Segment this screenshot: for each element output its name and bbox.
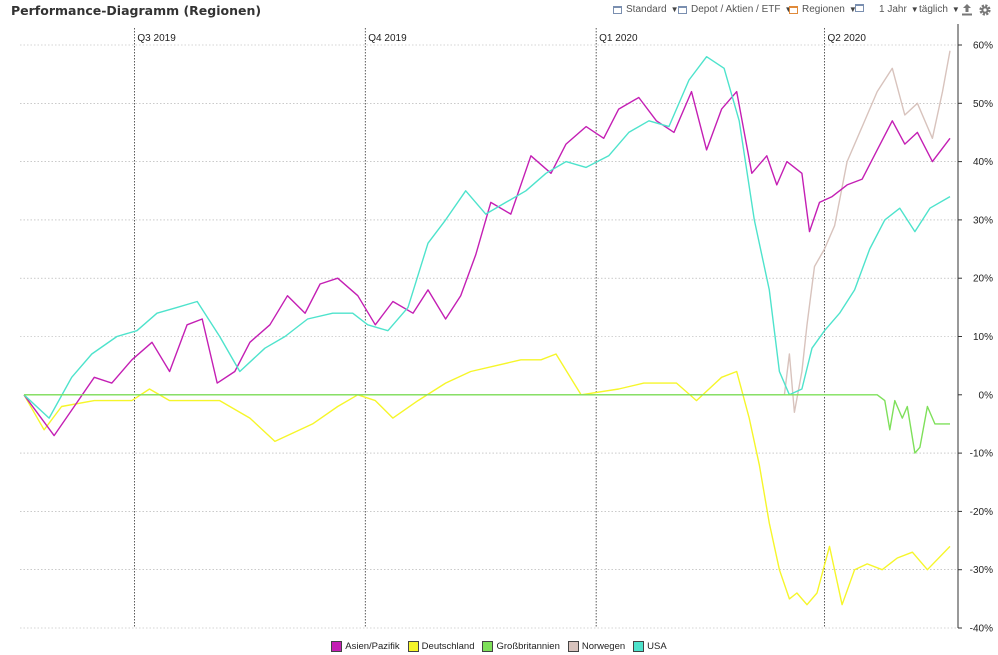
legend-item[interactable]: USA (633, 640, 667, 652)
chevron-down-icon: ▼ (784, 5, 792, 14)
export-icon (962, 4, 972, 16)
x-tick-label: Q2 2020 (828, 33, 867, 44)
legend-swatch (633, 640, 645, 652)
depot-view-icon (678, 5, 687, 14)
series-line-norwegen (24, 50, 951, 413)
chart-title: Performance-Diagramm (Regionen) (11, 3, 262, 18)
standard-dropdown[interactable]: Standard ▼ (613, 4, 679, 15)
legend-label: Deutschland (421, 640, 475, 652)
regionen-view-icon (789, 5, 798, 14)
y-tick-label: 60% (973, 41, 993, 52)
depot-dropdown[interactable]: Depot / Aktien / ETF ▼ (678, 4, 792, 15)
legend-label: Asien/Pazifik (345, 640, 400, 652)
interval-label: täglich (919, 4, 948, 15)
y-tick-label: 40% (973, 157, 993, 168)
y-tick-label: 10% (973, 332, 993, 343)
chevron-down-icon: ▼ (951, 5, 960, 14)
y-tick-label: 20% (973, 274, 993, 285)
x-tick-label: Q1 2020 (599, 33, 638, 44)
window-icon-button[interactable] (855, 4, 864, 12)
regionen-label: Regionen (802, 4, 845, 15)
legend-item[interactable]: Norwegen (567, 640, 626, 652)
chevron-down-icon: ▼ (910, 5, 919, 14)
legend-swatch (407, 640, 419, 652)
legend-swatch (331, 640, 343, 652)
export-button[interactable] (960, 3, 974, 17)
standard-view-icon (613, 5, 622, 14)
period-dropdown[interactable]: 1 Jahr ▼ (879, 4, 919, 15)
legend-item[interactable]: Asien/Pazifik (331, 640, 400, 652)
chart-header: Performance-Diagramm (Regionen) (0, 0, 998, 24)
legend-swatch (482, 640, 494, 652)
period-label: 1 Jahr (879, 4, 907, 15)
chart-legend: Asien/Pazifik Deutschland Großbritannien No… (0, 638, 998, 654)
chevron-down-icon: ▼ (670, 5, 679, 14)
regionen-dropdown[interactable]: Regionen ▼ (789, 4, 857, 15)
legend-item[interactable]: Großbritannien (482, 640, 560, 652)
chevron-down-icon: ▼ (848, 5, 857, 14)
settings-button[interactable] (978, 3, 992, 17)
window-icon (855, 4, 864, 12)
series-line-gro-britannien (24, 394, 950, 454)
standard-label: Standard (626, 4, 667, 15)
legend-label: Großbritannien (496, 640, 560, 652)
series-line-asien-pazifik (23, 90, 951, 437)
interval-dropdown[interactable]: täglich ▼ (919, 4, 960, 15)
legend-item[interactable]: Deutschland (407, 640, 475, 652)
y-tick-label: -10% (970, 449, 993, 460)
y-tick-label: -30% (970, 565, 993, 576)
depot-label: Depot / Aktien / ETF (691, 4, 781, 15)
x-tick-label: Q3 2019 (137, 33, 176, 44)
legend-label: Norwegen (581, 640, 626, 652)
x-tick-label: Q4 2019 (368, 33, 407, 44)
y-tick-label: 50% (973, 99, 993, 110)
gear-icon (979, 4, 991, 16)
series-line-deutschland (23, 353, 951, 606)
series-line-usa (23, 56, 951, 419)
y-tick-label: 0% (979, 390, 994, 401)
y-tick-label: -40% (970, 624, 993, 635)
y-tick-label: -20% (970, 507, 993, 518)
legend-label: USA (647, 640, 667, 652)
legend-swatch (567, 640, 579, 652)
y-tick-label: 30% (973, 215, 993, 226)
